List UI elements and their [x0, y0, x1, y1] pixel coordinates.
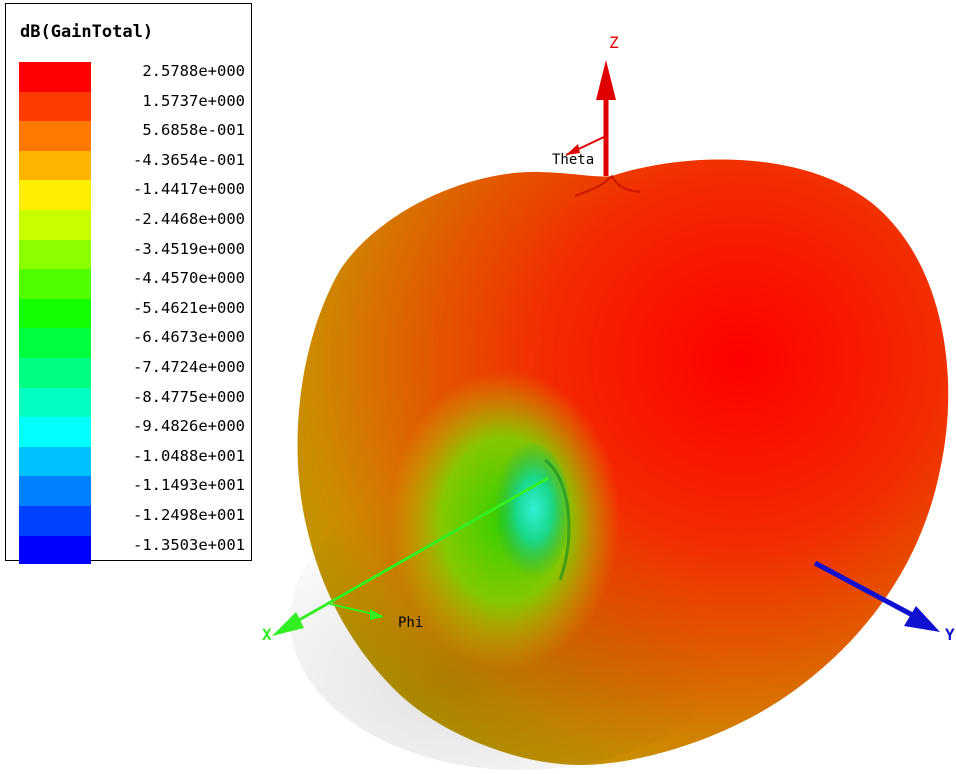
z-axis: Z — [596, 33, 619, 176]
legend-swatch — [19, 269, 91, 300]
z-axis-arrowhead — [596, 60, 616, 100]
legend-tick-label: 5.6858e-001 — [142, 121, 245, 140]
legend-swatch — [19, 298, 91, 329]
legend-swatch — [19, 150, 91, 181]
theta-direction: Theta — [552, 135, 607, 168]
legend-tick-label: 2.5788e+000 — [142, 62, 245, 80]
legend-scale: 2.5788e+000 1.5737e+000 5.6858e-001 -4.3654… — [6, 4, 251, 564]
y-axis: Y — [813, 560, 955, 644]
legend-tick-label: -3.4519e+000 — [133, 239, 245, 258]
legend-swatch — [19, 506, 91, 536]
gain-surface — [290, 159, 949, 770]
top-dimple — [574, 174, 641, 197]
legend-tick-label: -9.4826e+000 — [133, 417, 245, 436]
legend-tick-label: -1.1493e+001 — [133, 476, 245, 495]
x-axis-arrowhead — [272, 612, 304, 636]
x-axis: X — [262, 476, 549, 644]
legend-tick-label: -2.4468e+000 — [133, 210, 245, 228]
legend-swatch — [19, 328, 91, 359]
legend-swatch — [19, 535, 91, 564]
phi-label: Phi — [398, 615, 423, 631]
null-region-inner — [490, 442, 570, 582]
legend-swatch — [19, 62, 91, 92]
legend-swatch — [19, 210, 91, 240]
phi-direction: Phi — [329, 603, 423, 631]
legend-swatch — [19, 476, 91, 507]
legend-swatch — [19, 417, 91, 448]
legend-tick-label: -6.4673e+000 — [133, 328, 245, 347]
legend-tick-label: -1.4417e+000 — [133, 180, 245, 199]
legend-title: dB(GainTotal) — [20, 22, 154, 42]
x-axis-label: X — [262, 625, 272, 644]
legend-swatch — [19, 91, 91, 122]
legend-swatch — [19, 387, 91, 418]
z-axis-label: Z — [609, 33, 619, 52]
color-legend: dB(GainTotal) 2.5788e+000 1.5737e+000 5.68… — [5, 3, 252, 564]
legend-swatch — [19, 446, 91, 477]
y-axis-arrowhead — [904, 606, 940, 632]
legend-tick-label: -8.4775e+000 — [133, 387, 245, 406]
legend-tick-label: -1.0488e+001 — [133, 446, 245, 465]
legend-tick-label: -4.4570e+000 — [133, 269, 245, 288]
legend-swatch — [19, 358, 91, 388]
legend-tick-label: -7.4724e+000 — [133, 358, 245, 376]
legend-tick-label: -4.3654e-001 — [133, 150, 245, 169]
theta-label: Theta — [552, 152, 594, 168]
null-region-edge — [544, 458, 571, 581]
legend-tick-label: -1.3503e+001 — [133, 535, 245, 554]
legend-swatch — [19, 239, 91, 270]
legend-swatch — [19, 121, 91, 152]
y-axis-label: Y — [945, 625, 955, 644]
legend-tick-label: 1.5737e+000 — [142, 91, 245, 110]
legend-tick-label: -1.2498e+001 — [133, 506, 245, 524]
legend-tick-label: -5.4621e+000 — [133, 298, 245, 317]
legend-swatch — [19, 180, 91, 211]
